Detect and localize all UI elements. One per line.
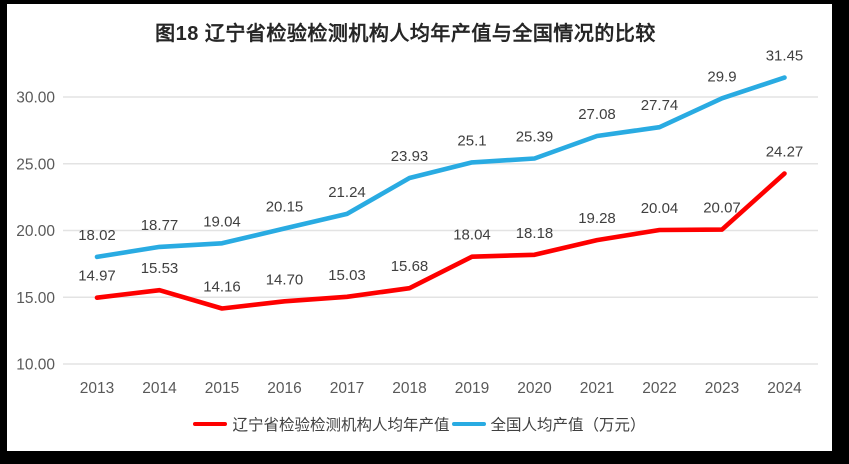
y-tick-label: 30.00	[16, 90, 55, 107]
data-label: 20.04	[641, 200, 679, 217]
data-label: 14.70	[266, 271, 304, 288]
chart-svg: 10.00 15.00 20.00 25.00 30.00 2013 2014 2015 201…	[16, 48, 818, 397]
y-tick-label: 20.00	[16, 223, 55, 240]
data-label: 24.27	[766, 143, 804, 160]
chart-title: 图18 辽宁省检验检测机构人均年产值与全国情况的比较	[155, 23, 656, 45]
series-line-national	[94, 75, 787, 260]
x-tick-label: 2021	[580, 380, 614, 397]
x-tick-label: 2019	[455, 380, 489, 397]
data-label: 27.74	[641, 97, 679, 114]
y-tick-label: 10.00	[16, 357, 55, 374]
data-label: 25.1	[457, 132, 486, 149]
chart-legend: 辽宁省检验检测机构人均年产值 全国人均产值（万元）	[7, 412, 832, 436]
legend-item-national: 全国人均产值（万元）	[451, 413, 646, 435]
x-tick-label: 2018	[392, 380, 426, 397]
data-label: 20.07	[703, 200, 741, 217]
data-label: 31.45	[766, 48, 804, 65]
x-tick-label: 2023	[705, 380, 739, 397]
legend-line-blue-icon	[451, 421, 486, 427]
x-tick-label: 2015	[205, 380, 239, 397]
data-label: 15.03	[328, 267, 366, 284]
data-label: 14.97	[78, 268, 116, 285]
data-label: 18.18	[516, 225, 554, 242]
x-tick-label: 2016	[267, 380, 301, 397]
data-label: 18.77	[141, 217, 179, 234]
data-label: 18.02	[78, 227, 116, 244]
data-label: 18.04	[453, 227, 491, 244]
legend-label-national: 全国人均产值（万元）	[490, 417, 646, 434]
x-tick-label: 2017	[330, 380, 364, 397]
data-label: 21.24	[328, 184, 366, 201]
x-tick-label: 2024	[767, 380, 802, 397]
y-tick-label: 15.00	[16, 290, 55, 307]
y-tick-label: 25.00	[16, 156, 55, 173]
data-label: 19.04	[203, 213, 241, 230]
data-label: 27.08	[578, 106, 616, 123]
legend-item-liaoning: 辽宁省检验检测机构人均年产值	[193, 413, 450, 435]
chart-canvas: 图18 辽宁省检验检测机构人均年产值与全国情况的比较 10.00 15.00 20.…	[7, 4, 832, 451]
legend-line-red-icon	[193, 421, 228, 427]
data-label: 29.9	[707, 68, 736, 85]
data-label: 23.93	[391, 148, 429, 165]
x-tick-label: 2020	[517, 380, 552, 397]
data-label: 25.39	[516, 129, 554, 146]
data-label: 19.28	[578, 210, 616, 227]
x-tick-label: 2022	[642, 380, 676, 397]
data-label: 15.68	[391, 258, 429, 275]
x-tick-label: 2013	[80, 380, 114, 397]
series-line-liaoning	[94, 171, 787, 311]
data-label: 15.53	[141, 260, 179, 277]
data-label: 14.16	[203, 278, 241, 295]
x-tick-label: 2014	[142, 380, 177, 397]
data-label: 20.15	[266, 198, 304, 215]
legend-label-liaoning: 辽宁省检验检测机构人均年产值	[232, 417, 450, 434]
